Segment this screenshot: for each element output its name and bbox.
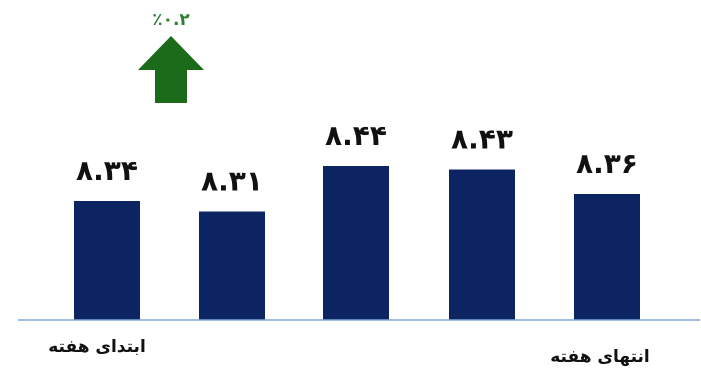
- bar: [74, 201, 140, 320]
- category-label: ابتدای هفته: [48, 337, 146, 357]
- category-label: انتهای هفته: [550, 347, 650, 367]
- bar: [449, 169, 515, 320]
- bar: [574, 194, 640, 320]
- bar-value-label: ۸.۳۱: [201, 165, 263, 198]
- bar-value-label: ۸.۴۴: [325, 119, 387, 152]
- bar-value-label: ۸.۴۳: [451, 123, 513, 156]
- change-annotation: ٪۰.۲: [138, 10, 204, 103]
- value-labels-group: ۸.۳۴ ۸.۳۱ ۸.۴۴ ۸.۴۳ ۸.۳۶: [76, 119, 638, 198]
- bars-group: [74, 166, 640, 320]
- bar-value-label: ۸.۳۴: [76, 154, 138, 187]
- category-labels-group: ابتدای هفته انتهای هفته: [48, 337, 650, 367]
- bar-value-label: ۸.۳۶: [576, 147, 638, 180]
- bar: [199, 211, 265, 320]
- up-arrow-icon: [138, 36, 204, 103]
- change-percent-label: ٪۰.۲: [152, 10, 190, 30]
- bar: [323, 166, 389, 320]
